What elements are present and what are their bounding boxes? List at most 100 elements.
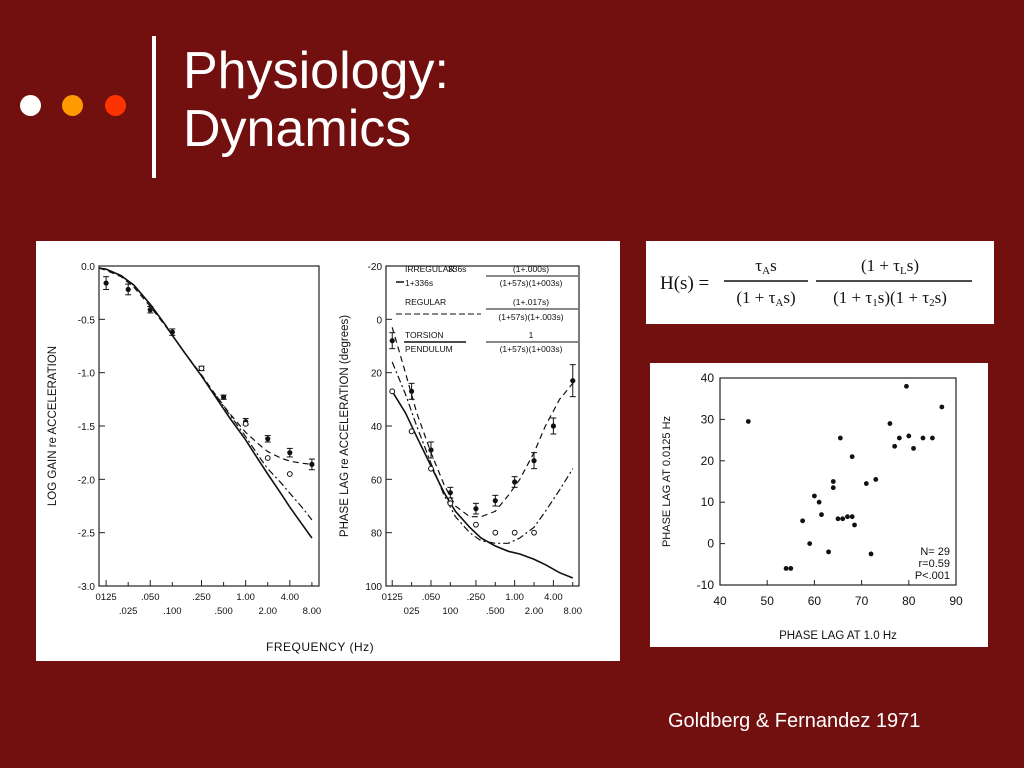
- orange-dot: [62, 95, 83, 116]
- frequency-axis-label: FREQUENCY (Hz): [266, 640, 375, 654]
- scatter-point: [904, 383, 909, 389]
- y-tick-label: 30: [701, 412, 715, 426]
- x-axis-label: PHASE LAG AT 1.0 Hz: [779, 630, 897, 642]
- data-point: [265, 436, 271, 442]
- x-tick-label: 40: [713, 594, 727, 608]
- scatter-point: [807, 541, 813, 546]
- data-point: [147, 307, 153, 313]
- plot-frame: [98, 265, 320, 587]
- scatter-point: [849, 514, 855, 520]
- series-line-dashdot: [216, 395, 313, 521]
- data-point: [220, 394, 227, 400]
- scatter-point: [845, 514, 850, 520]
- y-tick-label: 40: [371, 422, 383, 433]
- title-line-1: Physiology:: [183, 42, 449, 100]
- x-tick-label-bottom: 2.00: [258, 606, 277, 617]
- x-tick-label-bottom: 8.00: [303, 606, 322, 617]
- y-axis-label: PHASE LAG AT 0.0125 Hz: [661, 416, 673, 547]
- y-tick-label: 0: [707, 537, 714, 551]
- bode-figure-panel: 0.0 -0.5 -1.0 -1.5 -2.0 -2.5 -3.0 0125.050.250 1…: [36, 241, 620, 661]
- data-point: [550, 423, 556, 429]
- scatter-figure-panel: 40 50 60 70 80 90 40 30 20 10 0 -10 N= 29 r=0.59 P<.00…: [650, 363, 988, 647]
- scatter-point: [892, 443, 898, 449]
- legend-numerator: (1+.000s): [513, 264, 549, 274]
- y-tick-label: -2.0: [78, 475, 96, 486]
- formula-num1: τAs: [755, 256, 776, 277]
- series-line-dashdot: [391, 361, 574, 544]
- x-tick-label-top: .250: [192, 592, 211, 603]
- x-tick-label-top: 1.00: [505, 592, 524, 603]
- x-tick-label-bottom: .500: [486, 606, 505, 617]
- x-tick-label-bottom: .025: [119, 606, 138, 617]
- x-tick-label-bottom: 100: [442, 606, 458, 617]
- x-tick-label-top: .250: [467, 592, 486, 603]
- scatter-point: [788, 566, 794, 571]
- stats-label: N= 29: [920, 546, 950, 558]
- data-point: [309, 461, 315, 467]
- open-data-point: [531, 529, 537, 536]
- y-tick-label: 100: [365, 582, 382, 593]
- scatter-point: [930, 435, 935, 441]
- stats-label: r=0.59: [919, 558, 951, 570]
- white-dot: [20, 95, 41, 116]
- scatter-point: [835, 516, 841, 522]
- stats-label: P<.001: [915, 570, 950, 582]
- scatter-point: [819, 512, 824, 518]
- slide-title: Physiology: Dynamics: [183, 42, 449, 158]
- y-tick-label: 80: [371, 529, 383, 540]
- x-tick-label-top: .050: [141, 592, 160, 603]
- series-line-solid: [98, 267, 313, 539]
- y-tick-label: 0: [376, 315, 382, 326]
- y-tick-label: 60: [371, 475, 383, 486]
- data-point: [531, 458, 537, 464]
- title-divider: [152, 36, 156, 178]
- scatter-point: [911, 445, 916, 451]
- data-point: [447, 490, 453, 496]
- formula-num2: (1 + τLs): [861, 256, 919, 277]
- open-data-point: [408, 428, 415, 435]
- scatter-point: [896, 435, 902, 441]
- legend-label: PENDULUM: [405, 344, 453, 354]
- scatter-plot: 40 50 60 70 80 90 40 30 20 10 0 -10 N= 29r=0.59P<.00…: [661, 371, 963, 642]
- open-data-point: [428, 465, 434, 472]
- series-line-dashed: [98, 267, 312, 465]
- scatter-point: [906, 433, 912, 439]
- data-point: [512, 479, 518, 485]
- y-tick-label: -1.0: [78, 369, 96, 380]
- x-tick-label-top: 0125: [96, 592, 117, 603]
- x-tick-label-top: 1.00: [236, 592, 255, 603]
- legend-label: TORSION: [405, 330, 444, 340]
- y-tick-label: -3.0: [78, 582, 96, 593]
- y-tick-label: 40: [701, 371, 715, 385]
- y-tick-label: -0.5: [78, 315, 96, 326]
- data-point: [428, 447, 434, 453]
- citation: Goldberg & Fernandez 1971: [668, 710, 921, 732]
- scatter-point: [830, 479, 836, 484]
- scatter-point: [840, 516, 846, 522]
- series-line-solid: [391, 390, 574, 579]
- scatter-point: [783, 566, 789, 571]
- x-tick-label-bottom: 8.00: [564, 606, 583, 617]
- formula-den1: (1 + τAs): [736, 288, 795, 309]
- x-tick-label-bottom: 2.00: [525, 606, 544, 617]
- x-tick-label-top: .050: [422, 592, 441, 603]
- open-data-point: [198, 365, 205, 372]
- x-tick-label: 90: [949, 594, 963, 608]
- scatter-point: [852, 522, 857, 528]
- y-axis-label: PHASE LAG re ACCELERATION (degrees): [339, 315, 351, 537]
- scatter-point: [812, 493, 817, 499]
- legend-value: 336s: [448, 264, 466, 274]
- scatter-point: [826, 549, 831, 555]
- y-tick-label: -2.5: [78, 529, 96, 540]
- legend-numerator: (1+.017s): [513, 297, 549, 307]
- y-tick-label: 20: [701, 454, 715, 468]
- series-line-dashed: [391, 327, 574, 518]
- open-data-point: [286, 471, 293, 477]
- x-tick-label: 70: [855, 594, 869, 608]
- scatter-point: [887, 421, 893, 426]
- y-tick-label: 0.0: [81, 262, 95, 273]
- transfer-function-panel: H(s) = τAs (1 + τAs) (1 + τLs) (1 + τ1s)…: [646, 241, 994, 324]
- data-point: [287, 450, 293, 456]
- scatter-point: [939, 404, 945, 410]
- scatter-point: [873, 477, 879, 482]
